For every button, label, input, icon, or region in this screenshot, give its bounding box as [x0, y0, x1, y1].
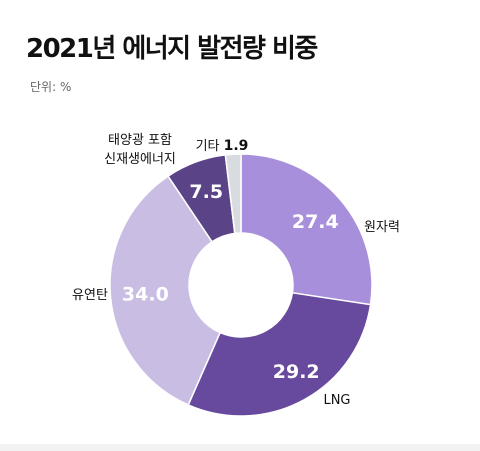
value-label: 1.9: [224, 138, 249, 154]
value-label: 29.2: [273, 361, 320, 383]
category-label: 원자력: [364, 220, 400, 235]
category-labels: 원자력 LNG 유연탄 태양광 포함 신재생에너지 기타 1.9: [72, 133, 400, 408]
chart-title: 2021년 에너지 발전량 비중: [26, 34, 318, 64]
value-labels: 27.4 29.2 34.0 7.5: [122, 181, 339, 383]
category-label: 유연탄: [72, 288, 108, 303]
unit-label: 단위: %: [30, 80, 72, 94]
donut-slice: [187, 291, 372, 417]
category-label: 태양광 포함 신재생에너지: [104, 133, 176, 167]
donut-slice: [240, 153, 373, 306]
category-label: 기타 1.9: [196, 138, 249, 154]
donut-slices: [109, 153, 373, 417]
bottom-band: [0, 444, 480, 451]
category-label: LNG: [323, 393, 350, 408]
value-label: 27.4: [292, 211, 339, 233]
donut-slice: [109, 175, 222, 406]
value-label: 34.0: [122, 284, 169, 306]
value-label: 7.5: [189, 181, 223, 203]
donut-slice: [224, 153, 242, 235]
